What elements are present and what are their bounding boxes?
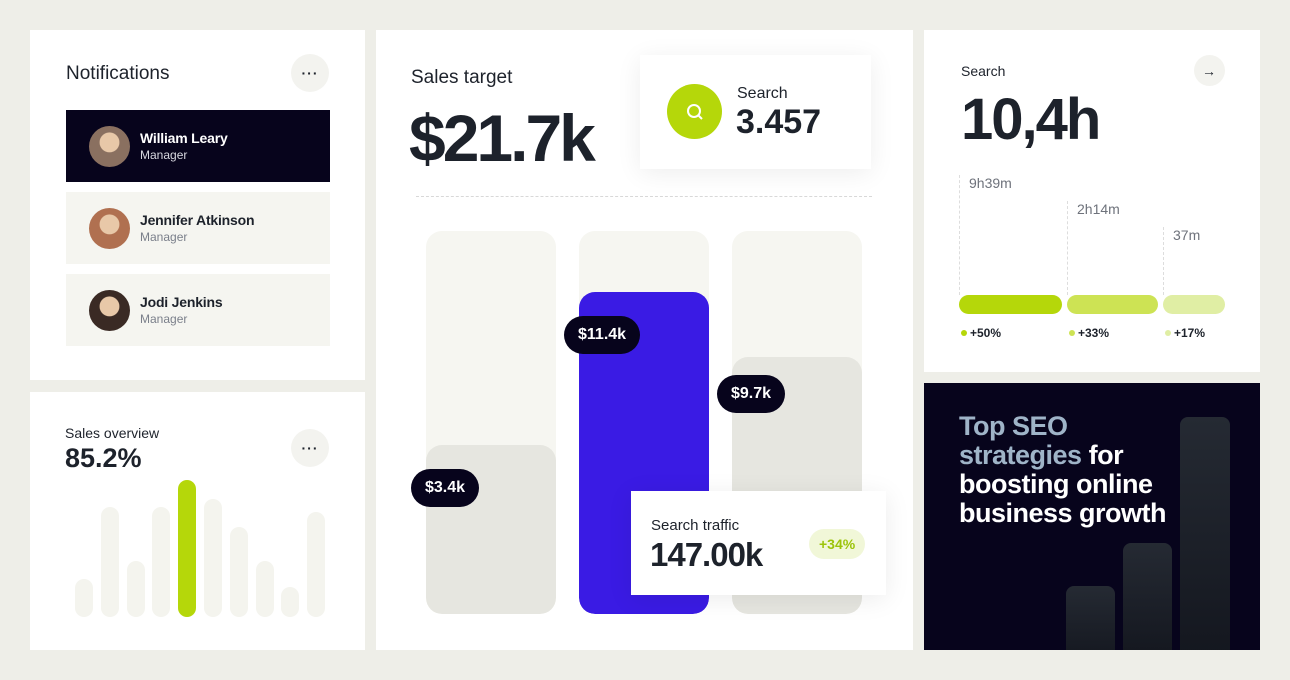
segment-guide bbox=[1067, 201, 1068, 295]
notification-item[interactable]: William Leary Manager bbox=[66, 110, 330, 182]
search-stat-card: Search 3.457 bbox=[640, 55, 871, 169]
search-stat-value: 3.457 bbox=[736, 103, 822, 141]
overview-bar bbox=[255, 560, 274, 617]
segment-time: 9h39m bbox=[969, 175, 1012, 191]
seo-promo-card[interactable]: Top SEO strategies for boosting online b… bbox=[924, 383, 1260, 650]
segment-time: 37m bbox=[1173, 227, 1201, 243]
segment-bar bbox=[1163, 295, 1225, 314]
notification-role: Manager bbox=[140, 230, 188, 244]
segment-time: 2h14m bbox=[1077, 201, 1120, 217]
search-stat-label: Search bbox=[737, 85, 788, 102]
notification-item[interactable]: Jodi Jenkins Manager bbox=[66, 274, 330, 346]
avatar bbox=[89, 125, 130, 167]
segment-bar bbox=[959, 295, 1062, 314]
segment-change: +50% bbox=[970, 326, 1002, 340]
notification-name: William Leary bbox=[140, 130, 228, 146]
overview-bar bbox=[229, 526, 248, 617]
search-time-card: Search → 10,4h 9h39m +50% 2h14m +33% 37m… bbox=[924, 30, 1260, 372]
notification-item[interactable]: Jennifer Atkinson Manager bbox=[66, 192, 330, 264]
overview-bar bbox=[204, 499, 222, 617]
segment-dot bbox=[1069, 330, 1075, 336]
notification-role: Manager bbox=[140, 148, 188, 162]
search-icon bbox=[667, 84, 722, 139]
notification-name: Jodi Jenkins bbox=[140, 294, 223, 310]
overview-bar bbox=[178, 480, 197, 617]
notification-role: Manager bbox=[140, 312, 188, 326]
overview-bar bbox=[307, 511, 326, 617]
search-traffic-change-badge: +34% bbox=[809, 529, 866, 559]
notifications-title: Notifications bbox=[66, 63, 170, 84]
sales-target-value: $21.7k bbox=[409, 101, 596, 175]
segment-dot bbox=[961, 330, 967, 336]
promo-headline: Top SEO strategies for boosting online b… bbox=[959, 412, 1189, 528]
target-column bbox=[426, 231, 556, 614]
column-value-label: $11.4k bbox=[564, 316, 641, 354]
promo-bar bbox=[1066, 586, 1115, 650]
sales-overview-chart bbox=[75, 480, 335, 617]
overview-bar bbox=[281, 586, 300, 617]
segment-dot bbox=[1165, 330, 1171, 336]
search-time-title: Search bbox=[961, 63, 1006, 79]
segment-change: +33% bbox=[1078, 326, 1110, 340]
search-traffic-label: Search traffic bbox=[651, 517, 740, 534]
column-value-label: $9.7k bbox=[717, 375, 786, 413]
search-time-value: 10,4h bbox=[961, 87, 1101, 152]
overview-bar bbox=[100, 507, 119, 617]
search-traffic-card: Search traffic 147.00k +34% bbox=[631, 491, 886, 595]
overview-bar bbox=[126, 560, 145, 617]
notifications-card: Notifications ··· William Leary Manager Je… bbox=[30, 30, 365, 380]
notifications-more-button[interactable]: ··· bbox=[291, 54, 329, 92]
avatar bbox=[89, 207, 130, 249]
sales-overview-card: Sales overview 85.2% ··· bbox=[30, 392, 365, 650]
overview-bar bbox=[75, 578, 93, 617]
overview-bar bbox=[152, 507, 171, 617]
promo-rest: for boosting online business growth bbox=[959, 440, 1167, 528]
sales-target-card: Sales target $21.7k Search 3.457 $3.4k $1… bbox=[376, 30, 913, 650]
divider bbox=[416, 196, 872, 197]
segment-guide bbox=[959, 175, 960, 295]
segment-guide bbox=[1163, 227, 1164, 295]
search-traffic-value: 147.00k bbox=[650, 536, 763, 573]
notification-name: Jennifer Atkinson bbox=[140, 212, 255, 228]
promo-bar bbox=[1180, 417, 1230, 650]
promo-bar bbox=[1123, 543, 1172, 650]
arrow-right-icon[interactable]: → bbox=[1194, 55, 1225, 86]
sales-overview-value: 85.2% bbox=[65, 443, 142, 473]
segment-change: +17% bbox=[1174, 326, 1206, 340]
segment-bar bbox=[1067, 295, 1158, 314]
column-value-label: $3.4k bbox=[411, 469, 480, 507]
avatar bbox=[89, 289, 130, 331]
promo-highlight: Top SEO strategies bbox=[959, 411, 1082, 470]
sales-overview-title: Sales overview bbox=[65, 425, 160, 441]
sales-overview-more-button[interactable]: ··· bbox=[291, 429, 329, 467]
sales-target-title: Sales target bbox=[411, 67, 513, 88]
